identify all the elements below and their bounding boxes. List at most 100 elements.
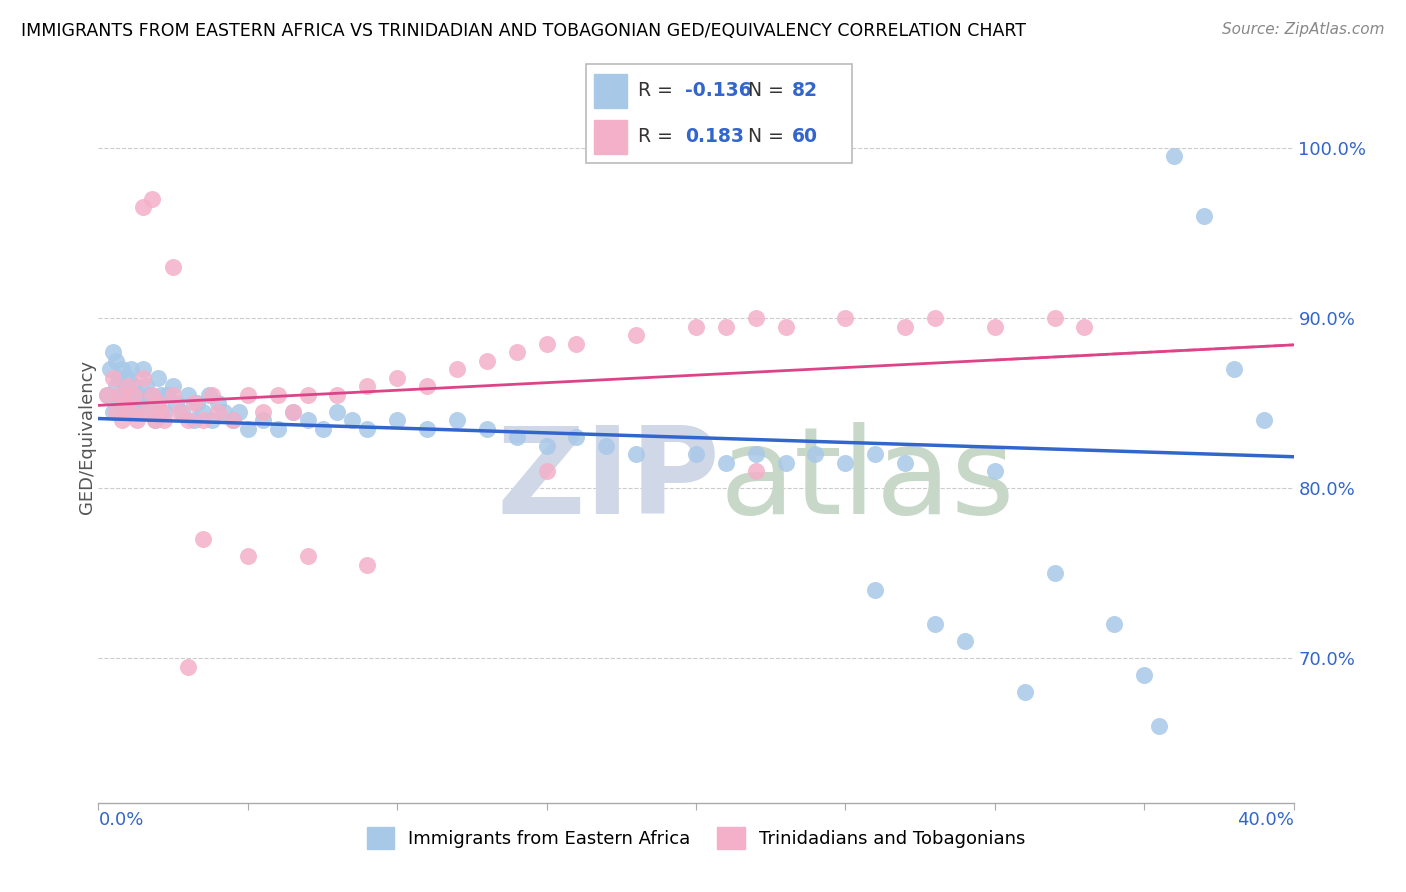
Point bbox=[172, 404, 194, 418]
Point bbox=[124, 387, 146, 401]
Point bbox=[141, 192, 163, 206]
Point bbox=[124, 379, 146, 393]
Point bbox=[416, 421, 439, 435]
Point bbox=[96, 387, 118, 401]
Point bbox=[356, 421, 378, 435]
Point bbox=[177, 387, 200, 401]
Point bbox=[297, 387, 319, 401]
Point bbox=[156, 387, 179, 401]
Point bbox=[236, 387, 259, 401]
Point bbox=[117, 379, 139, 393]
Text: R =: R = bbox=[638, 81, 679, 100]
Point bbox=[108, 396, 131, 410]
Point bbox=[148, 396, 170, 410]
Point bbox=[114, 396, 136, 410]
Point bbox=[834, 456, 856, 470]
Point bbox=[565, 336, 588, 351]
Point bbox=[177, 659, 200, 673]
Point bbox=[267, 387, 290, 401]
Point bbox=[536, 464, 558, 478]
Point bbox=[186, 396, 208, 410]
Legend: Immigrants from Eastern Africa, Trinidadians and Tobagonians: Immigrants from Eastern Africa, Trinidad… bbox=[360, 820, 1032, 856]
Point bbox=[191, 413, 214, 427]
Point bbox=[1073, 319, 1095, 334]
Point bbox=[132, 201, 155, 215]
Point bbox=[714, 319, 737, 334]
Point bbox=[326, 404, 349, 418]
Point bbox=[103, 345, 125, 359]
Point bbox=[236, 549, 259, 563]
Point bbox=[1014, 685, 1036, 699]
Point bbox=[984, 319, 1007, 334]
Text: R =: R = bbox=[638, 128, 679, 146]
Point bbox=[124, 404, 146, 418]
Point bbox=[111, 413, 134, 427]
Point bbox=[127, 413, 149, 427]
Point bbox=[626, 447, 648, 461]
Point bbox=[212, 404, 235, 418]
Text: IMMIGRANTS FROM EASTERN AFRICA VS TRINIDADIAN AND TOBAGONIAN GED/EQUIVALENCY COR: IMMIGRANTS FROM EASTERN AFRICA VS TRINID… bbox=[21, 22, 1026, 40]
Point bbox=[1147, 719, 1170, 733]
Point bbox=[162, 387, 184, 401]
Point bbox=[924, 617, 946, 632]
Point bbox=[191, 532, 214, 546]
Bar bbox=[595, 120, 627, 153]
Point bbox=[924, 311, 946, 326]
Text: 0.183: 0.183 bbox=[685, 128, 744, 146]
Point bbox=[356, 558, 378, 572]
Point bbox=[103, 404, 125, 418]
Point bbox=[894, 456, 917, 470]
Point bbox=[984, 464, 1007, 478]
Point bbox=[297, 413, 319, 427]
Point bbox=[1043, 311, 1066, 326]
Text: 0.0%: 0.0% bbox=[98, 812, 143, 830]
FancyBboxPatch shape bbox=[586, 64, 852, 163]
Point bbox=[198, 387, 221, 401]
Point bbox=[132, 404, 155, 418]
Point bbox=[135, 379, 157, 393]
Point bbox=[191, 404, 214, 418]
Point bbox=[148, 370, 170, 384]
Point bbox=[745, 447, 768, 461]
Point bbox=[207, 396, 229, 410]
Point bbox=[132, 362, 155, 376]
Point bbox=[267, 421, 290, 435]
Point bbox=[162, 260, 184, 274]
Point bbox=[236, 421, 259, 435]
Point bbox=[252, 413, 274, 427]
Point bbox=[108, 370, 131, 384]
Point bbox=[446, 362, 468, 376]
Point bbox=[228, 404, 250, 418]
Point bbox=[127, 387, 149, 401]
Point bbox=[108, 387, 131, 401]
Point bbox=[103, 370, 125, 384]
Point bbox=[714, 456, 737, 470]
Bar bbox=[595, 74, 627, 108]
Point bbox=[132, 370, 155, 384]
Point bbox=[141, 387, 163, 401]
Point bbox=[143, 413, 166, 427]
Point bbox=[183, 396, 205, 410]
Point bbox=[105, 404, 128, 418]
Text: N =: N = bbox=[748, 128, 790, 146]
Point bbox=[775, 456, 797, 470]
Point bbox=[150, 387, 173, 401]
Point bbox=[745, 311, 768, 326]
Point bbox=[177, 413, 200, 427]
Point bbox=[385, 370, 409, 384]
Point bbox=[565, 430, 588, 444]
Point bbox=[105, 353, 128, 368]
Point bbox=[834, 311, 856, 326]
Point bbox=[138, 387, 160, 401]
Point bbox=[804, 447, 827, 461]
Point bbox=[385, 413, 409, 427]
Point bbox=[595, 439, 617, 453]
Point bbox=[1133, 668, 1156, 682]
Point bbox=[96, 387, 118, 401]
Point bbox=[475, 353, 498, 368]
Point bbox=[894, 319, 917, 334]
Point bbox=[98, 362, 122, 376]
Point bbox=[162, 379, 184, 393]
Point bbox=[222, 413, 245, 427]
Point bbox=[165, 396, 187, 410]
